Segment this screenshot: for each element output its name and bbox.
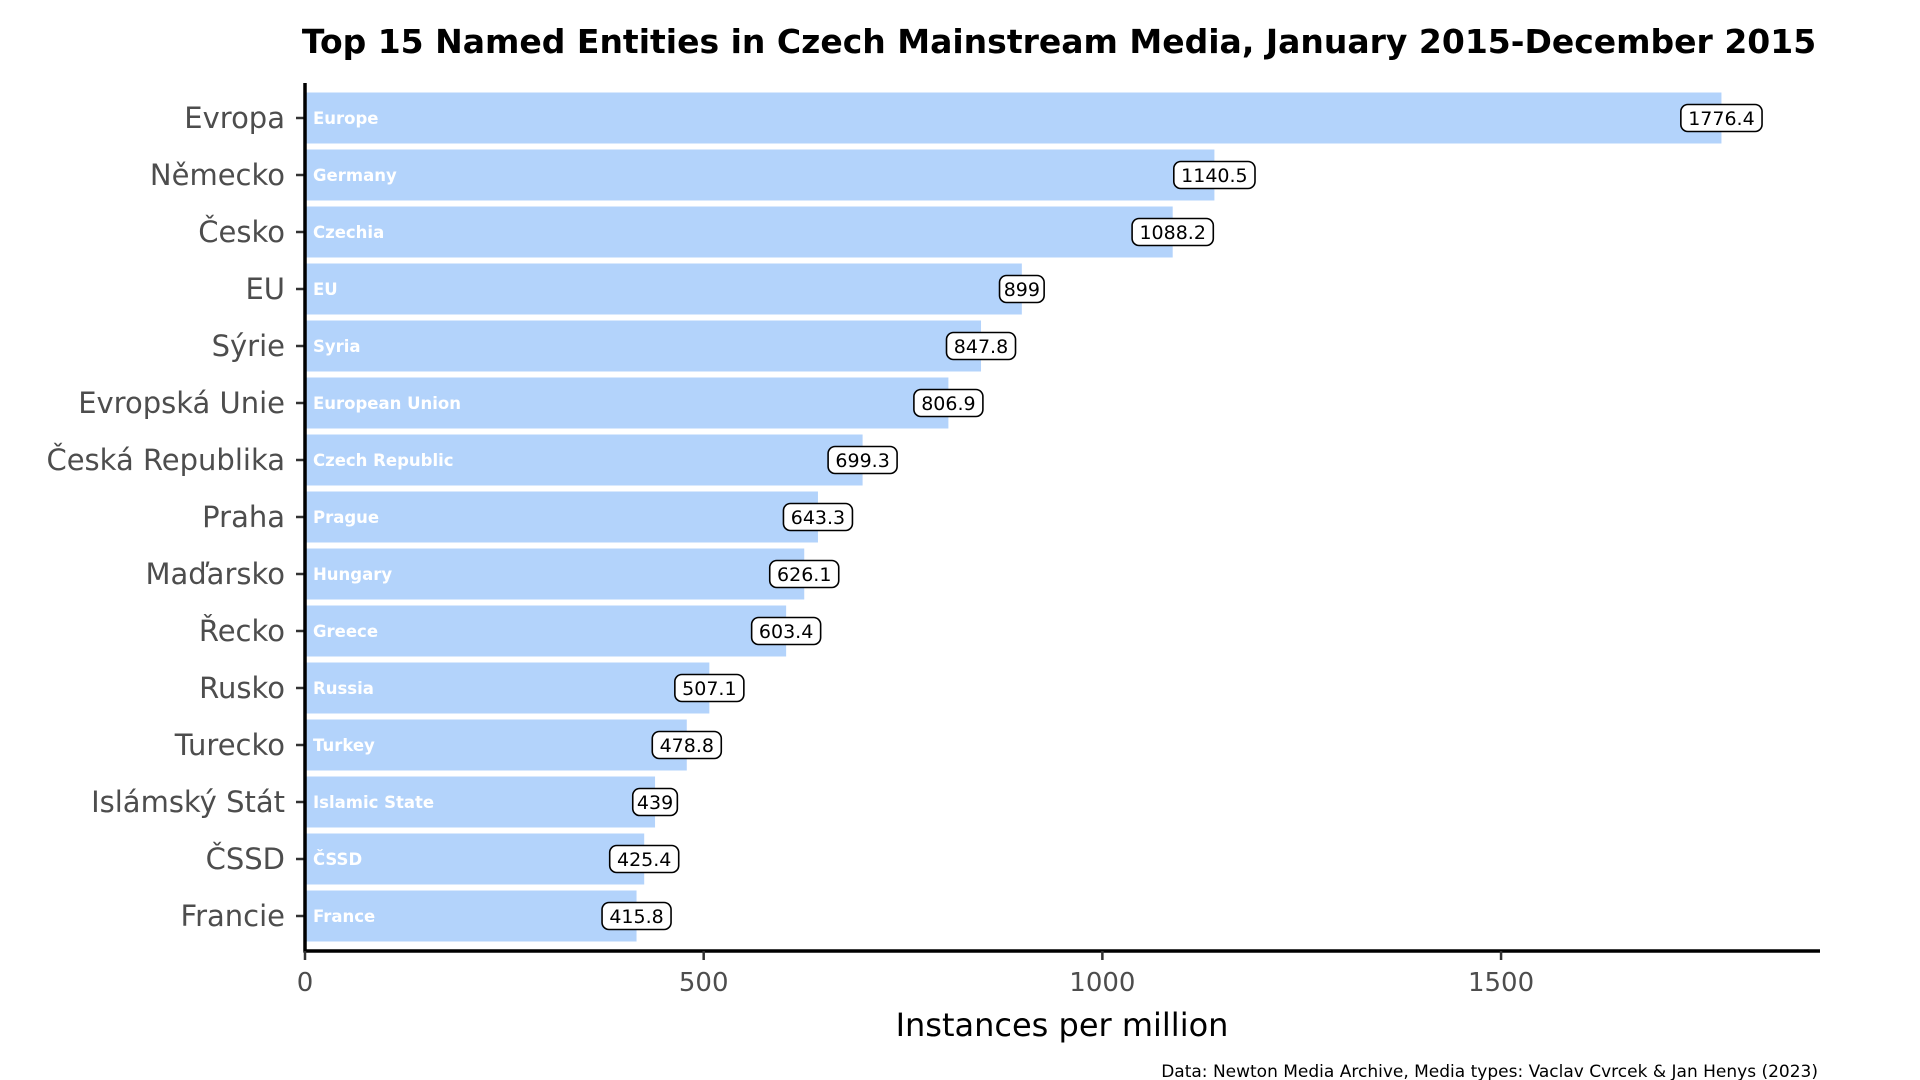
value-label: 439 — [637, 792, 673, 814]
y-tick-label: ČSSD — [206, 842, 285, 876]
value-label-box — [827, 445, 898, 475]
y-tick-label: Evropská Unie — [78, 386, 285, 420]
y-tick-label: EU — [245, 272, 285, 306]
y-tick-label: Sýrie — [212, 329, 285, 363]
value-label-box — [601, 901, 672, 931]
value-label-box — [1680, 103, 1763, 133]
value-label: 1088.2 — [1139, 222, 1205, 244]
x-tick-label: 1500 — [1468, 968, 1534, 998]
bar-translation-label: Czechia — [313, 223, 384, 242]
x-axis-title: Instances per million — [896, 1006, 1229, 1044]
x-tick-label: 500 — [679, 968, 729, 998]
bar-translation-label: Russia — [313, 679, 374, 698]
bar — [305, 605, 787, 657]
bars-layer — [305, 92, 1722, 942]
bar — [305, 548, 805, 600]
bar — [305, 320, 982, 372]
y-tick-label: Turecko — [174, 728, 285, 762]
y-tick-label: Řecko — [199, 614, 285, 648]
y-tick-label: Česká Republika — [46, 443, 285, 477]
value-label-box — [651, 730, 723, 760]
bar — [305, 377, 949, 429]
labels-layer: Europe 1776.4 Germany 1140.5 Czechia 1088.2 EU… — [313, 103, 1763, 931]
value-label: 899 — [1004, 279, 1040, 301]
x-tick-label: 0 — [297, 968, 314, 998]
bar — [305, 206, 1173, 258]
chart-title: Top 15 Named Entities in Czech Mainstrea… — [302, 22, 1816, 61]
value-label: 699.3 — [835, 450, 889, 472]
y-tick-label: Evropa — [184, 101, 285, 135]
bar — [305, 149, 1215, 201]
chart-caption: Data: Newton Media Archive, Media types:… — [1161, 1062, 1818, 1080]
value-label-box — [768, 559, 840, 589]
bar — [305, 833, 645, 885]
bar-translation-label: Prague — [313, 508, 379, 527]
bar-translation-label: Germany — [313, 166, 397, 185]
bar — [305, 263, 1022, 315]
y-tick-label: Maďarsko — [145, 557, 285, 591]
value-label: 806.9 — [921, 393, 975, 415]
value-label-box — [631, 787, 679, 817]
value-label: 603.4 — [759, 621, 813, 643]
axes: Evropa Německo Česko EU Sýrie Evropská Unie Če… — [46, 83, 1820, 998]
bar — [305, 92, 1722, 144]
bar-translation-label: Greece — [313, 622, 378, 641]
value-label-box — [913, 388, 984, 418]
value-label-box — [674, 673, 745, 703]
y-tick-label: Německo — [150, 158, 285, 192]
bar — [305, 434, 863, 486]
y-tick-label: Česko — [198, 215, 285, 249]
value-label: 1776.4 — [1688, 108, 1754, 130]
value-label-box — [1131, 217, 1215, 247]
bar-translation-label: Syria — [313, 337, 361, 356]
bar — [305, 890, 637, 942]
value-label-box — [998, 274, 1045, 304]
bar — [305, 491, 818, 543]
value-label: 507.1 — [682, 678, 736, 700]
value-label: 1140.5 — [1181, 165, 1247, 187]
value-label-box — [750, 616, 822, 646]
y-tick-label: Praha — [202, 500, 285, 534]
bar-translation-label: EU — [313, 280, 338, 299]
value-label-box — [945, 331, 1017, 361]
bar-translation-label: ČSSD — [313, 850, 362, 869]
bar-translation-label: European Union — [313, 394, 461, 413]
bar-translation-label: Czech Republic — [313, 451, 454, 470]
y-tick-label: Islámský Stát — [91, 785, 285, 819]
bar-translation-label: France — [313, 907, 375, 926]
y-tick-label: Francie — [181, 899, 286, 933]
value-label-box — [782, 502, 854, 532]
value-label-box — [1172, 160, 1256, 190]
bar-translation-label: Europe — [313, 109, 379, 128]
bar-translation-label: Turkey — [313, 736, 375, 755]
value-label: 847.8 — [954, 336, 1008, 358]
bar — [305, 719, 687, 771]
bar — [305, 776, 656, 828]
value-label: 626.1 — [777, 564, 831, 586]
bar-translation-label: Hungary — [313, 565, 392, 584]
value-label: 415.8 — [609, 906, 663, 928]
value-label: 643.3 — [791, 507, 845, 529]
value-label-box — [608, 844, 680, 874]
y-tick-label: Rusko — [199, 671, 285, 705]
x-tick-label: 1000 — [1069, 968, 1135, 998]
value-label: 478.8 — [660, 735, 714, 757]
bar-translation-label: Islamic State — [313, 793, 434, 812]
value-label: 425.4 — [617, 849, 671, 871]
bar — [305, 662, 710, 714]
